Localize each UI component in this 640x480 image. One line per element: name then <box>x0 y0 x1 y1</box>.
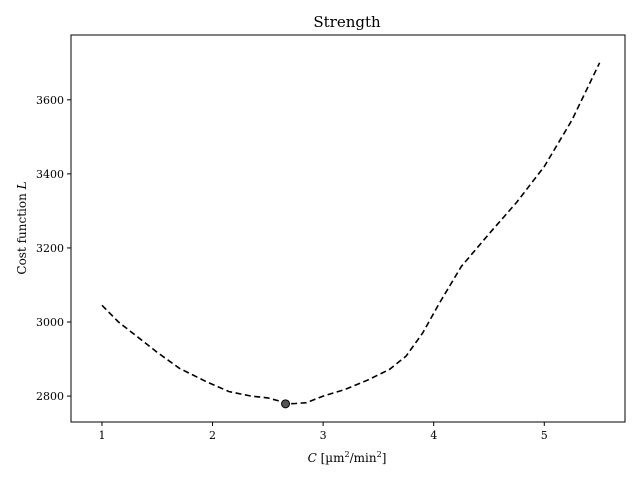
y-tick-label: 3400 <box>36 168 64 181</box>
x-axis-label-unit-prefix: [µm <box>317 451 345 465</box>
y-tick-label: 3000 <box>36 316 64 329</box>
x-axis-label: C [µm2/min2] <box>308 450 387 465</box>
y-tick-label: 2800 <box>36 390 64 403</box>
x-tick-label: 4 <box>430 429 437 442</box>
x-axis-label-sup1: 2 <box>345 450 350 459</box>
y-tick-label: 3200 <box>36 242 64 255</box>
y-axis-label: Cost function L <box>15 181 29 274</box>
x-tick-label: 5 <box>541 429 548 442</box>
x-axis-label-unit-suffix: ] <box>382 451 387 465</box>
x-tick-label: 1 <box>98 429 105 442</box>
x-axis-label-sup2: 2 <box>377 450 382 459</box>
y-axis-ticks: 2800 3000 3200 3400 3600 <box>36 94 71 403</box>
minimum-marker <box>281 399 291 409</box>
series-layer <box>101 62 601 405</box>
x-axis-label-var: C <box>308 451 317 465</box>
series-line-0 <box>101 62 601 405</box>
marker-layer <box>281 399 291 409</box>
x-tick-label: 2 <box>209 429 216 442</box>
x-axis-label-unit-mid: /min <box>350 451 377 465</box>
x-tick-label: 3 <box>320 429 327 442</box>
plot-frame <box>70 34 626 423</box>
y-axis-label-text: Cost function <box>15 189 29 274</box>
y-axis-label-var: L <box>15 181 29 190</box>
y-tick-label: 3600 <box>36 94 64 107</box>
chart-title: Strength <box>313 13 381 31</box>
x-axis-ticks: 1 2 3 4 5 <box>98 422 548 442</box>
